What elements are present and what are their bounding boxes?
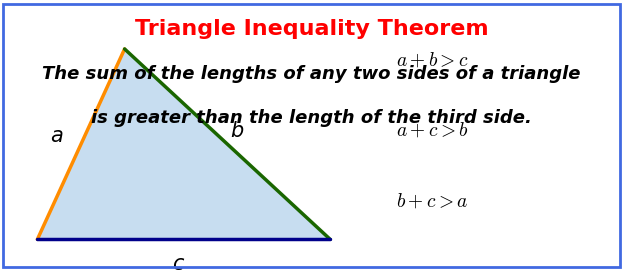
Text: is greater than the length of the third side.: is greater than the length of the third … — [91, 109, 532, 127]
Text: a: a — [50, 126, 62, 146]
Polygon shape — [37, 49, 330, 239]
Text: b: b — [230, 120, 244, 141]
Text: $b+c>a$: $b+c>a$ — [396, 192, 468, 211]
Text: The sum of the lengths of any two sides of a triangle: The sum of the lengths of any two sides … — [42, 65, 581, 83]
Text: $a+b>c$: $a+b>c$ — [396, 50, 468, 69]
Text: c: c — [172, 254, 183, 272]
Text: Triangle Inequality Theorem: Triangle Inequality Theorem — [135, 19, 488, 39]
Text: $a+c>b$: $a+c>b$ — [396, 121, 468, 140]
